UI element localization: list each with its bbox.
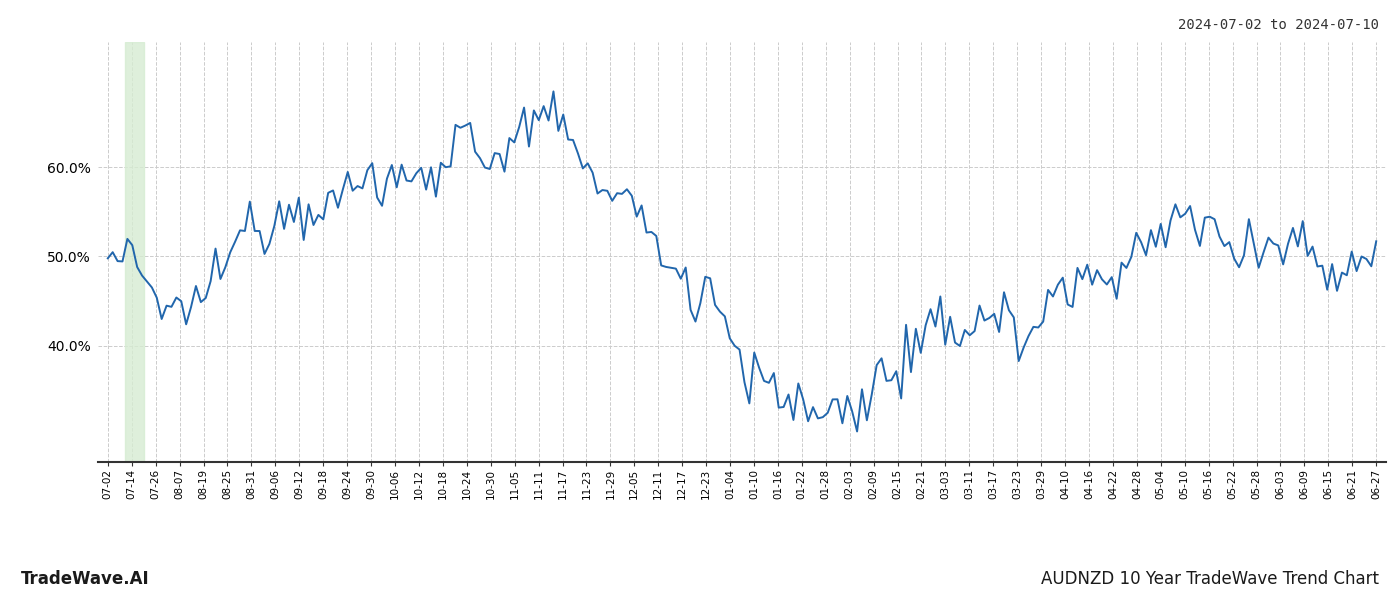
Text: AUDNZD 10 Year TradeWave Trend Chart: AUDNZD 10 Year TradeWave Trend Chart xyxy=(1042,570,1379,588)
Text: 2024-07-02 to 2024-07-10: 2024-07-02 to 2024-07-10 xyxy=(1177,18,1379,32)
Bar xyxy=(125,42,144,462)
Text: TradeWave.AI: TradeWave.AI xyxy=(21,570,150,588)
